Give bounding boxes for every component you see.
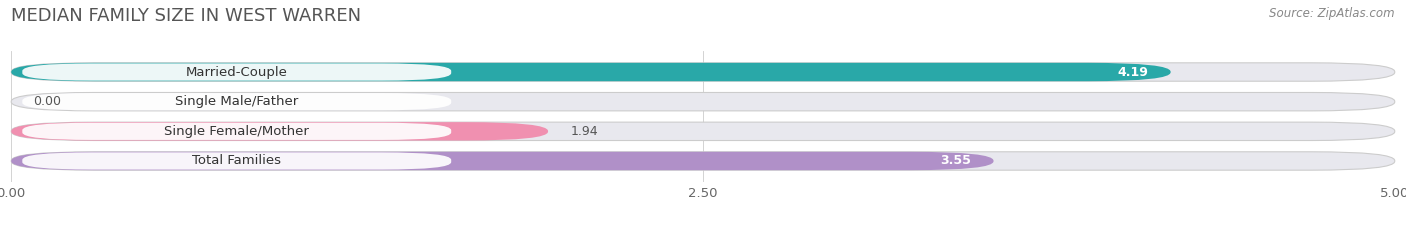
FancyBboxPatch shape bbox=[11, 152, 1395, 170]
Text: 0.00: 0.00 bbox=[34, 95, 62, 108]
Text: 1.94: 1.94 bbox=[571, 125, 598, 138]
FancyBboxPatch shape bbox=[11, 122, 1395, 140]
Text: Single Female/Mother: Single Female/Mother bbox=[165, 125, 309, 138]
Text: MEDIAN FAMILY SIZE IN WEST WARREN: MEDIAN FAMILY SIZE IN WEST WARREN bbox=[11, 7, 361, 25]
FancyBboxPatch shape bbox=[11, 122, 548, 140]
Text: Total Families: Total Families bbox=[193, 154, 281, 168]
Text: Source: ZipAtlas.com: Source: ZipAtlas.com bbox=[1270, 7, 1395, 20]
FancyBboxPatch shape bbox=[11, 152, 994, 170]
FancyBboxPatch shape bbox=[22, 123, 451, 140]
FancyBboxPatch shape bbox=[11, 63, 1395, 81]
FancyBboxPatch shape bbox=[22, 93, 451, 110]
FancyBboxPatch shape bbox=[22, 63, 451, 81]
Text: Married-Couple: Married-Couple bbox=[186, 65, 288, 79]
FancyBboxPatch shape bbox=[22, 152, 451, 170]
Text: 3.55: 3.55 bbox=[941, 154, 972, 168]
FancyBboxPatch shape bbox=[11, 63, 1171, 81]
Text: Single Male/Father: Single Male/Father bbox=[176, 95, 298, 108]
FancyBboxPatch shape bbox=[11, 93, 1395, 111]
Text: 4.19: 4.19 bbox=[1118, 65, 1149, 79]
